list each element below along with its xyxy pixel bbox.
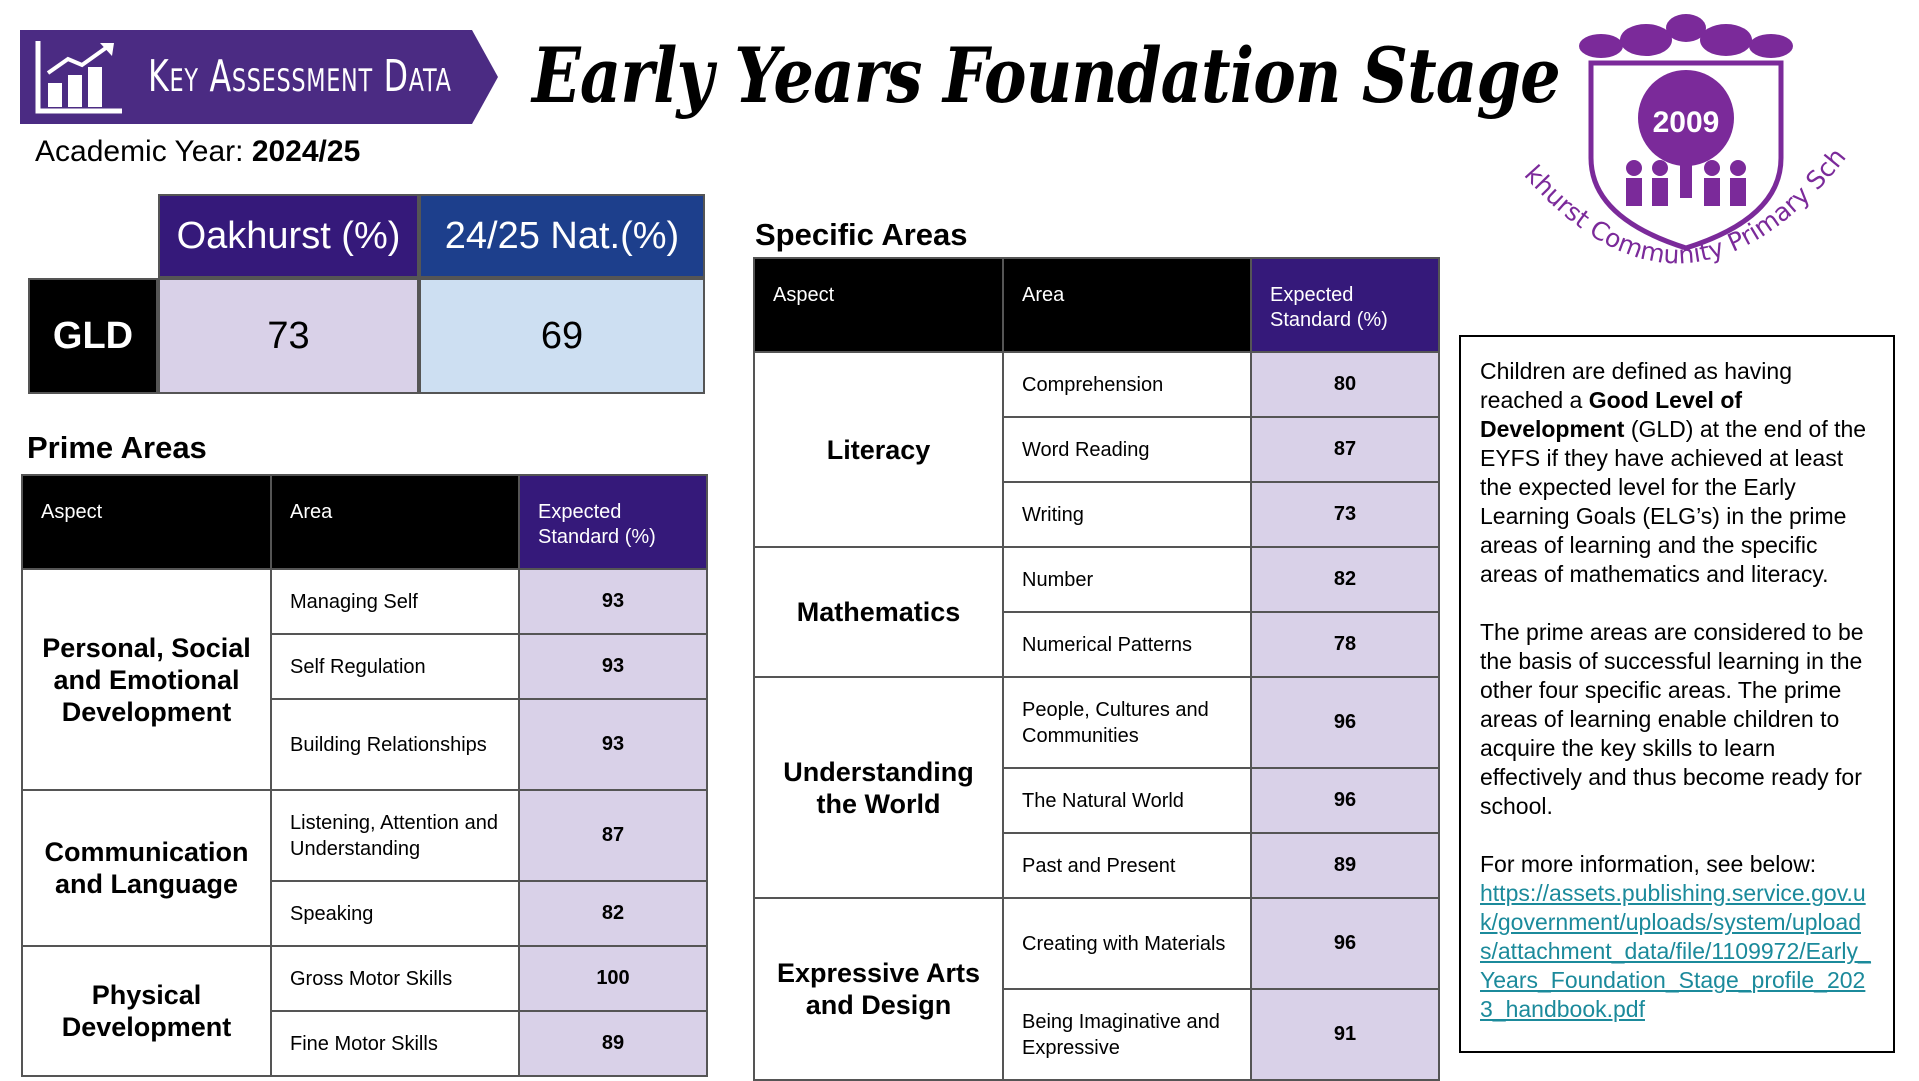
area-cell: Number	[1002, 546, 1252, 613]
table-row: Understanding the World People, Cultures…	[753, 676, 1440, 899]
table-row: Communication and Language Listening, At…	[21, 789, 708, 947]
value-cell: 96	[1250, 897, 1440, 990]
table-row: Literacy Comprehension 80	[753, 351, 1440, 548]
value-cell: 82	[1250, 546, 1440, 613]
table-row: Self Regulation 93	[22, 633, 708, 700]
area-cell: Writing	[1002, 481, 1252, 548]
value-cell: 73	[1250, 481, 1440, 548]
academic-year: Academic Year: 2024/25	[35, 134, 360, 170]
area-header: Area	[1002, 257, 1252, 353]
value-cell: 100	[518, 945, 708, 1012]
value-cell: 87	[1250, 416, 1440, 483]
logo-year: 2009	[1653, 106, 1720, 139]
value-cell: 89	[1250, 832, 1440, 899]
table-row: Writing 73	[754, 481, 1440, 548]
table-row: Speaking 82	[22, 880, 708, 947]
value-cell: 89	[518, 1010, 708, 1077]
academic-year-value: 2024/25	[251, 135, 361, 168]
area-cell: Past and Present	[1002, 832, 1252, 899]
area-cell: Being Imaginative and Expressive	[1002, 988, 1252, 1081]
value-cell: 87	[518, 789, 708, 882]
area-cell: Listening, Attention and Understanding	[270, 789, 520, 882]
specific-areas-table: Aspect Area Expected Standard (%) Literac…	[753, 257, 1440, 1081]
area-cell: The Natural World	[1002, 767, 1252, 834]
prime-areas-table: Aspect Area Expected Standard (%) Persona…	[21, 474, 708, 1077]
info-paragraph-more: For more information, see below: https:/…	[1480, 850, 1875, 1024]
oakhurst-column-header: Oakhurst (%)	[158, 194, 419, 278]
info-paragraph-prime: The prime areas are considered to be the…	[1480, 619, 1864, 819]
info-more-label: For more information, see below:	[1480, 851, 1817, 877]
banner-title: Key Assessment Data	[148, 51, 452, 102]
table-row: Personal, Social and Emotional Developme…	[21, 568, 708, 791]
table-row: Building Relationships 93	[22, 698, 708, 791]
area-cell: Building Relationships	[270, 698, 520, 791]
expected-standard-header: Expected Standard (%)	[1250, 257, 1440, 353]
key-assessment-banner: Key Assessment Data	[20, 30, 498, 124]
value-cell: 93	[518, 633, 708, 700]
table-header-row: Aspect Area Expected Standard (%)	[21, 474, 708, 570]
area-cell: Creating with Materials	[1002, 897, 1252, 990]
table-row: The Natural World 96	[754, 767, 1440, 834]
area-cell: People, Cultures and Communities	[1002, 676, 1252, 769]
value-cell: 93	[518, 698, 708, 791]
handbook-link[interactable]: https://assets.publishing.service.gov.uk…	[1480, 880, 1871, 1022]
table-row: Numerical Patterns 78	[754, 611, 1440, 678]
area-cell: Fine Motor Skills	[270, 1010, 520, 1077]
aspect-header: Aspect	[21, 474, 272, 570]
table-row: Being Imaginative and Expressive 91	[754, 988, 1440, 1081]
value-cell: 93	[518, 568, 708, 635]
gld-comparison-table: Oakhurst (%) 24/25 Nat.(%) GLD 73 69	[28, 194, 705, 394]
value-cell: 96	[1250, 767, 1440, 834]
area-cell: Managing Self	[270, 568, 520, 635]
area-cell: Gross Motor Skills	[270, 945, 520, 1012]
area-cell: Numerical Patterns	[1002, 611, 1252, 678]
expected-standard-header: Expected Standard (%)	[518, 474, 708, 570]
aspect-header: Aspect	[753, 257, 1004, 353]
prime-areas-title: Prime Areas	[27, 430, 207, 465]
table-row: Past and Present 89	[754, 832, 1440, 899]
aspect-cell: Communication and Language	[21, 789, 272, 947]
academic-year-label: Academic Year:	[35, 135, 244, 168]
area-cell: Comprehension	[1002, 351, 1252, 418]
area-cell: Speaking	[270, 880, 520, 947]
table-row: Word Reading 87	[754, 416, 1440, 483]
school-logo: 2009 Oakhurst Community Primary School	[1486, 8, 1852, 269]
table-row: Fine Motor Skills 89	[22, 1010, 708, 1077]
aspect-cell: Understanding the World	[753, 676, 1004, 899]
aspect-cell: Mathematics	[753, 546, 1004, 678]
area-cell: Self Regulation	[270, 633, 520, 700]
national-gld-value: 69	[419, 278, 705, 394]
table-header-row: Aspect Area Expected Standard (%)	[753, 257, 1440, 353]
bar-chart-icon	[35, 41, 122, 114]
area-header: Area	[270, 474, 520, 570]
value-cell: 78	[1250, 611, 1440, 678]
specific-areas-title: Specific Areas	[755, 217, 968, 252]
value-cell: 82	[518, 880, 708, 947]
value-cell: 80	[1250, 351, 1440, 418]
table-row: Physical Development Gross Motor Skills …	[21, 945, 708, 1077]
area-cell: Word Reading	[1002, 416, 1252, 483]
national-column-header: 24/25 Nat.(%)	[419, 194, 705, 278]
table-row: Expressive Arts and Design Creating with…	[753, 897, 1440, 1081]
table-row: Mathematics Number 82	[753, 546, 1440, 678]
value-cell: 91	[1250, 988, 1440, 1081]
page-title: Early Years Foundation Stage	[532, 31, 1561, 120]
aspect-cell: Expressive Arts and Design	[753, 897, 1004, 1081]
gld-row-label: GLD	[28, 278, 158, 394]
oakhurst-gld-value: 73	[158, 278, 419, 394]
aspect-cell: Physical Development	[21, 945, 272, 1077]
info-paragraph-gld: Children are defined as having reached a…	[1480, 358, 1867, 587]
aspect-cell: Personal, Social and Emotional Developme…	[21, 568, 272, 791]
gld-info-box: Children are defined as having reached a…	[1459, 335, 1895, 1053]
aspect-cell: Literacy	[753, 351, 1004, 548]
value-cell: 96	[1250, 676, 1440, 769]
